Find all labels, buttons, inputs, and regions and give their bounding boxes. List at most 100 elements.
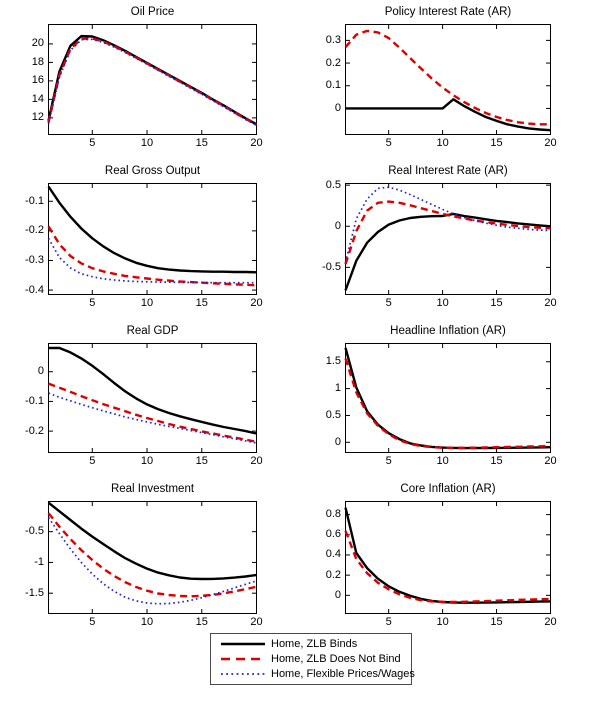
series-line — [47, 34, 258, 126]
x-tick-label: 15 — [195, 616, 208, 628]
subplot-headline-inflation: Headline Inflation (AR) 0 0.5 1 1.5 5 10 15 20 — [326, 325, 557, 467]
plot-title: Oil Price — [130, 6, 175, 18]
x-tick-label: 15 — [490, 455, 503, 467]
x-tick-label: 15 — [195, 297, 208, 309]
y-tick-label: 0 — [334, 588, 341, 601]
plot-canvas — [344, 343, 551, 453]
x-tick-label: 5 — [385, 137, 392, 149]
series-line — [47, 237, 257, 284]
y-tick-label: 0.8 — [325, 508, 341, 521]
dotted-line-sample-icon — [221, 673, 265, 675]
legend-item-label: Home, Flexible Prices/Wages — [271, 668, 415, 680]
plot-canvas — [48, 343, 257, 453]
x-tick-label: 10 — [140, 297, 154, 309]
series-line — [344, 358, 551, 450]
y-tick-label: -0.4 — [25, 283, 44, 296]
x-tick-label: 5 — [89, 297, 96, 309]
x-tick-label: 10 — [140, 616, 154, 628]
y-tick-label: 0.5 — [325, 408, 341, 421]
y-tick-label: 0 — [334, 435, 341, 448]
y-tick-label: 0.2 — [325, 568, 341, 581]
x-tick-label: 5 — [89, 616, 96, 628]
y-tick-label: 1.5 — [325, 355, 341, 368]
x-tick-label: 20 — [544, 297, 557, 309]
y-tick-label: 14 — [31, 92, 44, 105]
y-tick-label: -0.5 — [322, 260, 341, 273]
x-tick-label: 10 — [436, 297, 449, 309]
x-tick-label: 15 — [490, 297, 503, 309]
x-tick-label: 10 — [140, 137, 154, 149]
series-line — [344, 347, 551, 450]
x-tick-label: 15 — [490, 137, 503, 149]
series-line — [47, 225, 257, 287]
subplot-policy-interest-rate: Policy Interest Rate (AR) 0 0.1 0.2 0.3 5 10 1… — [326, 6, 557, 149]
plot-title: Real Gross Output — [104, 165, 201, 177]
plot-title: Policy Interest Rate (AR) — [384, 6, 512, 18]
x-tick-label: 20 — [250, 297, 263, 309]
legend: Home, ZLB Binds Home, ZLB Does Not Bind … — [210, 633, 415, 685]
y-tick-label: -1 — [34, 555, 44, 568]
x-tick-label: 5 — [89, 137, 96, 149]
plot-canvas — [344, 24, 551, 135]
y-tick-label: 0.1 — [325, 79, 341, 92]
series-line — [47, 512, 257, 598]
plot-canvas — [47, 501, 257, 614]
series-line — [345, 98, 551, 132]
plot-title: Headline Inflation (AR) — [390, 325, 506, 337]
subplot-core-inflation: Core Inflation (AR) 0 0.2 0.4 0.6 0.8 5 10 15 20 — [326, 483, 557, 628]
legend-item: Home, Flexible Prices/Wages — [220, 667, 415, 682]
y-tick-label: 20 — [31, 37, 44, 50]
plot-canvas — [344, 501, 551, 614]
y-tick-label: -1.5 — [25, 586, 44, 599]
series-line — [47, 185, 257, 274]
plot-canvas — [47, 183, 257, 295]
y-tick-label: 0 — [37, 365, 44, 378]
subplot-real-gross-output: Real Gross Output -0.4 -0.3 -0.2 -0.1 5 10 15 2… — [25, 165, 263, 309]
x-tick-label: 20 — [544, 137, 557, 149]
x-tick-label: 5 — [385, 616, 392, 628]
y-tick-label: 12 — [31, 111, 44, 124]
legend-item-label: Home, ZLB Binds — [271, 638, 358, 650]
x-tick-label: 10 — [436, 455, 449, 467]
plot-canvas — [47, 24, 258, 135]
subplot-real-interest-rate: Real Interest Rate (AR) -0.5 0 0.5 5 10 15 20 — [322, 165, 557, 309]
series-line — [344, 186, 551, 263]
y-tick-label: -0.3 — [25, 253, 44, 266]
x-tick-label: 5 — [385, 455, 392, 467]
y-tick-label: 0 — [334, 219, 341, 232]
y-tick-label: 0.4 — [325, 548, 341, 561]
y-tick-label: 1 — [334, 382, 341, 395]
legend-item: Home, ZLB Does Not Bind — [220, 652, 411, 667]
subplot-oil-price: Oil Price 12 14 16 18 20 5 10 15 20 — [32, 6, 263, 149]
x-tick-label: 20 — [544, 616, 557, 628]
y-tick-label: 0 — [334, 101, 341, 114]
dashed-line-sample-icon — [221, 657, 265, 661]
y-tick-label: 16 — [31, 74, 44, 87]
plot-title: Real GDP — [126, 325, 179, 337]
y-tick-label: 0.2 — [325, 56, 341, 69]
y-tick-label: 0.6 — [325, 528, 341, 541]
x-tick-label: 10 — [436, 137, 449, 149]
x-tick-label: 20 — [250, 616, 263, 628]
y-tick-label: -0.1 — [25, 194, 44, 207]
x-tick-label: 20 — [250, 137, 263, 149]
subplot-real-gdp: Real GDP -0.2 -0.1 0 5 10 15 20 — [25, 325, 263, 467]
subplot-real-investment: Real Investment -1.5 -1 -0.5 5 10 15 20 — [25, 483, 263, 628]
x-tick-label: 15 — [490, 616, 503, 628]
y-tick-label: -0.2 — [25, 424, 44, 437]
series-line — [47, 37, 258, 126]
plot-title: Real Interest Rate (AR) — [388, 165, 508, 177]
series-line — [344, 507, 551, 604]
solid-line-sample-icon — [221, 642, 265, 646]
y-tick-label: 0.5 — [325, 178, 341, 191]
plot-title: Core Inflation (AR) — [400, 483, 496, 495]
x-tick-label: 10 — [436, 616, 449, 628]
y-tick-label: -0.1 — [25, 394, 44, 407]
y-tick-label: -0.5 — [25, 525, 44, 538]
x-tick-label: 15 — [195, 137, 208, 149]
series-line — [47, 38, 257, 127]
x-tick-label: 5 — [89, 455, 96, 467]
series-line — [344, 212, 551, 291]
series-line — [344, 530, 551, 604]
series-line — [48, 382, 257, 443]
